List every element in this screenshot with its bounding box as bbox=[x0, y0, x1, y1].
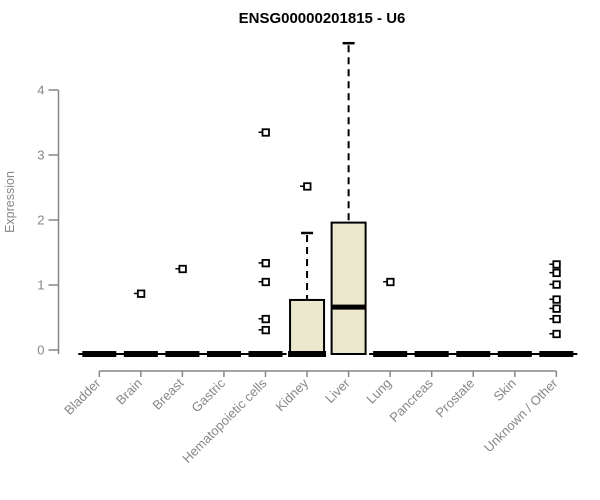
outlier-point bbox=[261, 314, 270, 324]
x-axis-category-label: Pancreas bbox=[386, 375, 436, 425]
box-lung bbox=[369, 277, 412, 357]
box-body bbox=[289, 298, 326, 356]
chart-title: ENSG00000201815 - U6 bbox=[239, 10, 406, 27]
x-axis-category-label: Liver bbox=[322, 375, 353, 406]
box-hematopoietic-cells bbox=[244, 128, 287, 357]
x-axis-category-label: Prostate bbox=[433, 376, 478, 421]
x-axis-category-label: Unknown / Other bbox=[481, 375, 561, 455]
median-line bbox=[331, 304, 366, 310]
y-axis-tick-label: 1 bbox=[37, 278, 44, 293]
collapsed-box-bar bbox=[165, 351, 200, 357]
x-axis-category-label: Brain bbox=[113, 376, 145, 408]
box-pancreas bbox=[410, 351, 453, 357]
x-axis-category-label: Kidney bbox=[272, 375, 311, 414]
outlier-point bbox=[261, 325, 270, 335]
outlier-point bbox=[552, 304, 561, 313]
outlier-point bbox=[552, 260, 561, 269]
y-axis-tick-label: 2 bbox=[37, 213, 44, 228]
collapsed-box-bar bbox=[82, 351, 117, 357]
collapsed-box-bar bbox=[539, 351, 574, 357]
x-axis-category-label: Lung bbox=[363, 376, 394, 407]
collapsed-box-bar bbox=[414, 351, 449, 357]
collapsed-box-bar bbox=[497, 351, 532, 357]
x-axis-category-label: Bladder bbox=[61, 375, 104, 418]
outlier-point bbox=[552, 329, 561, 339]
outlier-point bbox=[303, 182, 312, 191]
box-bladder bbox=[78, 351, 121, 357]
outlier-point bbox=[136, 289, 146, 298]
collapsed-box-bar bbox=[248, 351, 283, 357]
y-axis-tick-label: 4 bbox=[37, 83, 44, 98]
outlier-point bbox=[552, 268, 561, 278]
collapsed-box-bar bbox=[373, 351, 408, 357]
outlier-point bbox=[552, 295, 561, 304]
box-kidney bbox=[288, 182, 327, 357]
box-body bbox=[330, 221, 367, 355]
box-gastric bbox=[202, 351, 245, 357]
collapsed-box-bar bbox=[123, 351, 158, 357]
box-breast bbox=[161, 264, 204, 357]
box-liver bbox=[330, 41, 367, 355]
outlier-point bbox=[261, 277, 270, 287]
outlier-point bbox=[386, 277, 395, 287]
y-axis-label: Expression bbox=[3, 171, 17, 233]
x-axis-category-label: Skin bbox=[490, 376, 518, 404]
y-axis-tick-label: 3 bbox=[37, 148, 44, 163]
collapsed-box-bar bbox=[206, 351, 241, 357]
x-axis-category-label: Gastric bbox=[188, 375, 228, 415]
box-brain bbox=[119, 289, 162, 357]
outlier-point bbox=[261, 258, 270, 268]
outlier-point bbox=[552, 314, 561, 324]
box-unknown-other bbox=[535, 260, 578, 357]
outlier-point bbox=[178, 264, 187, 274]
outlier-point bbox=[261, 128, 270, 137]
box-skin bbox=[493, 351, 536, 357]
collapsed-box-bar bbox=[456, 351, 491, 357]
box-prostate bbox=[452, 351, 495, 357]
median-line bbox=[288, 351, 327, 357]
outlier-point bbox=[552, 280, 561, 289]
y-axis-tick-label: 0 bbox=[37, 343, 44, 358]
x-axis-category-label: Breast bbox=[149, 375, 186, 412]
